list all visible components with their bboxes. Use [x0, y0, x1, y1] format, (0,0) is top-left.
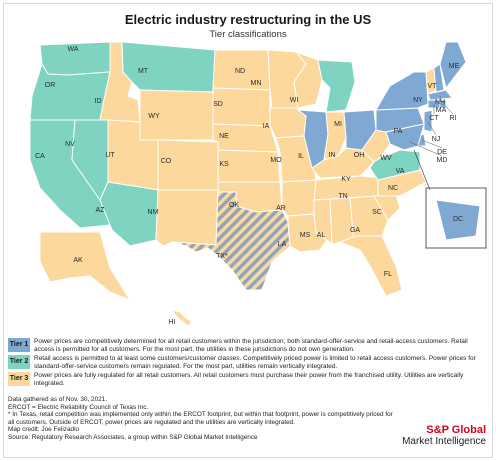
state-label-wa: WA [67, 46, 78, 53]
leader-line-ma [439, 95, 442, 107]
state-label-nh: NH [435, 99, 445, 106]
sp-global-logo: S&P Global Market Intelligence [402, 424, 486, 447]
footnotes: Data gathered as of Nov. 30, 2021. ERCOT… [8, 396, 393, 442]
leader-line-nj [427, 121, 437, 136]
state-label-nm: NM [148, 209, 159, 216]
state-label-nc: NC [388, 185, 398, 192]
state-label-nv: NV [65, 141, 75, 148]
state-label-tx: TX* [216, 253, 228, 260]
state-label-ga: GA [350, 227, 360, 234]
state-label-ak: AK [73, 257, 83, 264]
note-texas-1: * In Texas, retail competition was imple… [8, 411, 393, 419]
note-date: Data gathered as of Nov. 30, 2021. [8, 396, 108, 403]
state-label-fl: FL [384, 271, 392, 278]
state-label-ok: OK [229, 202, 239, 209]
state-label-ms: MS [300, 232, 311, 239]
brand-line2: Market Intelligence [402, 436, 486, 447]
note-credit: Map credit: Joe Felizadio [8, 426, 80, 434]
legend-tier3: Tier 3 Power prices are fully regulated … [8, 372, 488, 387]
state-label-md: MD [437, 157, 448, 164]
state-ak [39, 231, 132, 302]
state-label-ca: CA [35, 153, 45, 160]
state-label-or: OR [45, 82, 56, 89]
state-ar [281, 179, 317, 217]
state-label-la: LA [278, 241, 287, 248]
state-nm [155, 189, 219, 247]
state-ny [375, 71, 429, 111]
state-ms [313, 198, 333, 246]
state-label-mi: MI [334, 121, 342, 128]
state-mt [121, 41, 216, 93]
state-label-me: ME [449, 63, 460, 70]
state-label-ri: RI [450, 115, 457, 122]
legend-tier1: Tier 1 Power prices are competitively de… [8, 338, 488, 353]
legend-tier2-text: Retail access is permitted to at least s… [34, 355, 476, 370]
note-source: Source: Regulatory Research Associates, … [8, 433, 258, 441]
state-label-ks: KS [219, 161, 229, 168]
dc-inset: DC [413, 149, 487, 249]
state-label-ny: NY [413, 97, 423, 104]
state-label-al: AL [317, 232, 326, 239]
state-label-in: IN [329, 152, 336, 159]
leader-line-de [421, 139, 443, 149]
leader-line-ri [442, 103, 454, 115]
state-label-il: IL [298, 153, 304, 160]
legend-tier1-badge: Tier 1 [8, 338, 30, 352]
state-label-ia: IA [263, 123, 270, 130]
state-label-tn: TN [338, 193, 347, 200]
state-co [157, 139, 219, 191]
state-label-sc: SC [372, 209, 382, 216]
state-mi [317, 59, 356, 113]
state-label-ky: KY [341, 176, 351, 183]
state-me [439, 41, 467, 90]
state-label-hi: HI [169, 319, 176, 326]
state-label-dc: DC [453, 216, 463, 223]
state-label-va: VA [396, 168, 405, 175]
dc-inset-connector [413, 149, 431, 191]
state-tx [171, 191, 291, 291]
state-label-ma: MA [436, 107, 447, 114]
state-label-wi: WI [290, 97, 299, 104]
legend-tier2-badge: Tier 2 [8, 355, 30, 369]
state-label-pa: PA [394, 128, 403, 135]
state-label-ut: UT [105, 152, 115, 159]
state-label-vt: VT [428, 83, 438, 90]
state-hi [170, 309, 193, 327]
state-label-nd: ND [235, 68, 245, 75]
leader-line-md [409, 141, 443, 157]
state-label-oh: OH [354, 152, 365, 159]
state-label-co: CO [161, 158, 172, 165]
map-title: Electric industry restructuring in the U… [124, 12, 372, 27]
state-dc-inset [435, 199, 481, 241]
state-fl [338, 235, 403, 297]
state-label-mn: MN [251, 80, 262, 87]
brand-line1: S&P Global [426, 424, 486, 436]
figure-frame [3, 3, 493, 458]
state-label-ct: CT [429, 115, 439, 122]
state-label-az: AZ [96, 207, 106, 214]
note-ercot: ERCOT = Electric Reliability Council of … [8, 403, 149, 411]
legend-tier3-text: Power prices are fully regulated for all… [34, 372, 464, 387]
note-texas-2: all customers. Outside of ERCOT, power p… [8, 418, 296, 426]
state-label-nj: NJ [432, 136, 441, 143]
state-va [369, 149, 421, 181]
state-label-mt: MT [138, 68, 149, 75]
state-label-wv: WV [380, 155, 392, 162]
legend-tier1-text: Power prices are competitively determine… [34, 338, 468, 353]
state-label-ar: AR [276, 205, 286, 212]
state-md [385, 123, 425, 151]
state-label-sd: SD [213, 101, 223, 108]
legend-tier2: Tier 2 Retail access is permitted to at … [8, 355, 488, 370]
legend-tier3-badge: Tier 3 [8, 372, 30, 386]
map-subtitle: Tier classifications [209, 29, 287, 40]
state-label-id: ID [95, 98, 102, 105]
state-label-wy: WY [148, 113, 160, 120]
state-ma [427, 89, 453, 101]
state-label-ne: NE [219, 133, 229, 140]
state-label-de: DE [437, 149, 447, 156]
state-label-mo: MO [270, 157, 282, 164]
